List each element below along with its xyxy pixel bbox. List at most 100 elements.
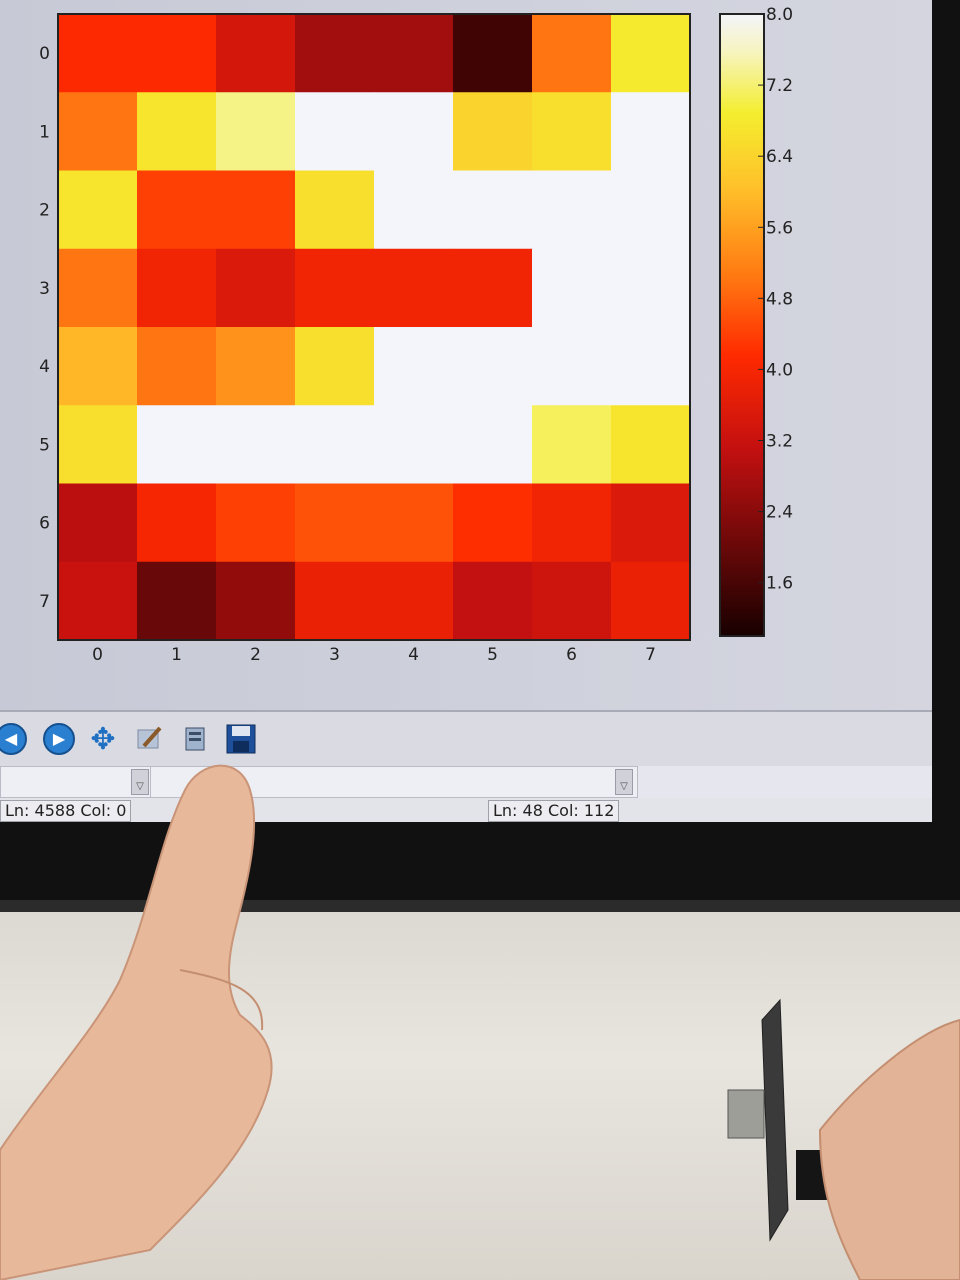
heatmap-cell (611, 248, 691, 328)
back-button[interactable]: ◀ (0, 722, 28, 756)
sensor-board-in-hand (727, 998, 960, 1280)
plot-frame (57, 13, 691, 641)
colorbar-tick-label: 1.6 (766, 574, 793, 594)
heatmap-cell (532, 14, 612, 93)
heatmap-cell (58, 92, 138, 172)
heatmap-cell (58, 405, 138, 485)
heatmap-cell (58, 14, 138, 93)
colorbar-tick-label: 4.8 (766, 289, 793, 309)
colorbar-tick-labels: 8.0 7.2 6.4 5.6 4.8 4.0 3.2 2.4 1.6 (758, 5, 793, 594)
x-tick-label: 2 (250, 645, 261, 665)
heatmap-cell (137, 561, 217, 641)
save-button[interactable] (224, 722, 258, 756)
heatmap-cell (58, 483, 138, 563)
heatmap-cell (453, 170, 533, 250)
heatmap-cell (374, 405, 454, 485)
heatmap-cell (453, 248, 533, 328)
configure-button[interactable] (178, 722, 212, 756)
heatmap-figure: 0 1 2 3 4 5 6 7 0 1 2 3 4 5 6 7 8.0 7.2 6.4 5.6 4.8 4.0 3.2 2… (39, 5, 793, 665)
heatmap-cell (453, 327, 533, 406)
heatmap-cell (532, 170, 612, 250)
colorbar-tick-label: 6.4 (766, 147, 793, 167)
heatmap-cell (216, 561, 296, 641)
screen: 0 1 2 3 4 5 6 7 0 1 2 3 4 5 6 7 8.0 7.2 6.4 5.6 4.8 4.0 3.2 2… (0, 0, 932, 822)
heatmap-cell (532, 248, 612, 328)
heatmap-cell (374, 483, 454, 563)
heatmap-cell (295, 92, 375, 172)
colorbar (719, 13, 765, 637)
forward-arrow-icon: ▶ (43, 723, 75, 755)
heatmap-cell (295, 561, 375, 641)
heatmap-cell (137, 483, 217, 563)
heatmap-cell (295, 14, 375, 93)
heatmap-cell (532, 561, 612, 641)
forward-button[interactable]: ▶ (42, 722, 76, 756)
status-left-position: Ln: 4588 Col: 0 (0, 800, 132, 822)
zoom-edit-button[interactable] (132, 722, 166, 756)
pan-button[interactable]: ✥ (86, 722, 120, 757)
x-tick-label: 0 (92, 645, 103, 665)
heatmap-cell (532, 92, 612, 172)
heatmap-cell (137, 92, 217, 172)
colorbar-tick-label: 5.6 (766, 218, 793, 238)
x-tick-label: 4 (408, 645, 419, 665)
left-scrollbar[interactable]: ▽ (0, 766, 152, 798)
y-tick-label: 1 (39, 122, 50, 142)
x-tick-label: 3 (329, 645, 340, 665)
heatmap-cell (611, 405, 691, 485)
x-tick-label: 5 (487, 645, 498, 665)
heatmap-cell (453, 92, 533, 172)
status-right-position: Ln: 48 Col: 112 (488, 800, 620, 822)
y-tick-label: 4 (39, 357, 50, 377)
heatmap-cell (611, 561, 691, 641)
heatmap-cell (611, 170, 691, 250)
scrollbar-row: ▽ ▽ (0, 766, 932, 798)
heatmap-cell (295, 170, 375, 250)
heatmap-cell (374, 92, 454, 172)
heatmap-cell (137, 14, 217, 93)
heatmap-cell (532, 483, 612, 563)
configure-icon (185, 727, 205, 751)
right-scroll-thumb[interactable]: ▽ (615, 769, 633, 795)
heatmap-cell (137, 327, 217, 406)
heatmap-cell (216, 327, 296, 406)
x-tick-labels: 0 1 2 3 4 5 6 7 (92, 645, 656, 665)
save-disk-icon (226, 724, 256, 754)
y-tick-label: 0 (39, 44, 50, 64)
heatmap-cell (58, 327, 138, 406)
heatmap-cell (58, 248, 138, 328)
heatmap-cell (295, 483, 375, 563)
heatmap-cell (216, 92, 296, 172)
x-tick-label: 1 (171, 645, 182, 665)
colorbar-tick-label: 2.4 (766, 503, 793, 523)
heatmap-cell (532, 327, 612, 406)
heatmap-cell (611, 92, 691, 172)
heatmap-cell (374, 248, 454, 328)
colorbar-tick-label: 3.2 (766, 432, 793, 452)
x-tick-label: 7 (645, 645, 656, 665)
y-tick-label: 5 (39, 435, 50, 455)
heatmap-cell (137, 405, 217, 485)
status-bar: Ln: 4588 Col: 0 Ln: 48 Col: 112 (0, 798, 932, 822)
heatmap-cell (137, 170, 217, 250)
colorbar-tick-label: 8.0 (766, 5, 793, 25)
y-tick-label: 6 (39, 514, 50, 534)
heatmap-cell (374, 170, 454, 250)
heatmap-cell (216, 483, 296, 563)
figure-area: 0 1 2 3 4 5 6 7 0 1 2 3 4 5 6 7 8.0 7.2 6.4 5.6 4.8 4.0 3.2 2… (39, 5, 793, 665)
heatmap-cell (295, 405, 375, 485)
back-arrow-icon: ◀ (0, 723, 27, 755)
heatmap-cell (58, 170, 138, 250)
heatmap-cell (374, 327, 454, 406)
heatmap-cell (374, 561, 454, 641)
heatmap-cell (611, 327, 691, 406)
pointing-hand (0, 764, 273, 1280)
heatmap-cell (453, 14, 533, 93)
heatmap-cell (295, 248, 375, 328)
left-scroll-thumb[interactable]: ▽ (131, 769, 149, 795)
heatmap-cell (611, 14, 691, 93)
y-tick-label: 3 (39, 279, 50, 299)
colorbar-tick-label: 4.0 (766, 360, 793, 380)
x-tick-label: 6 (566, 645, 577, 665)
heatmap-cell (295, 327, 375, 406)
